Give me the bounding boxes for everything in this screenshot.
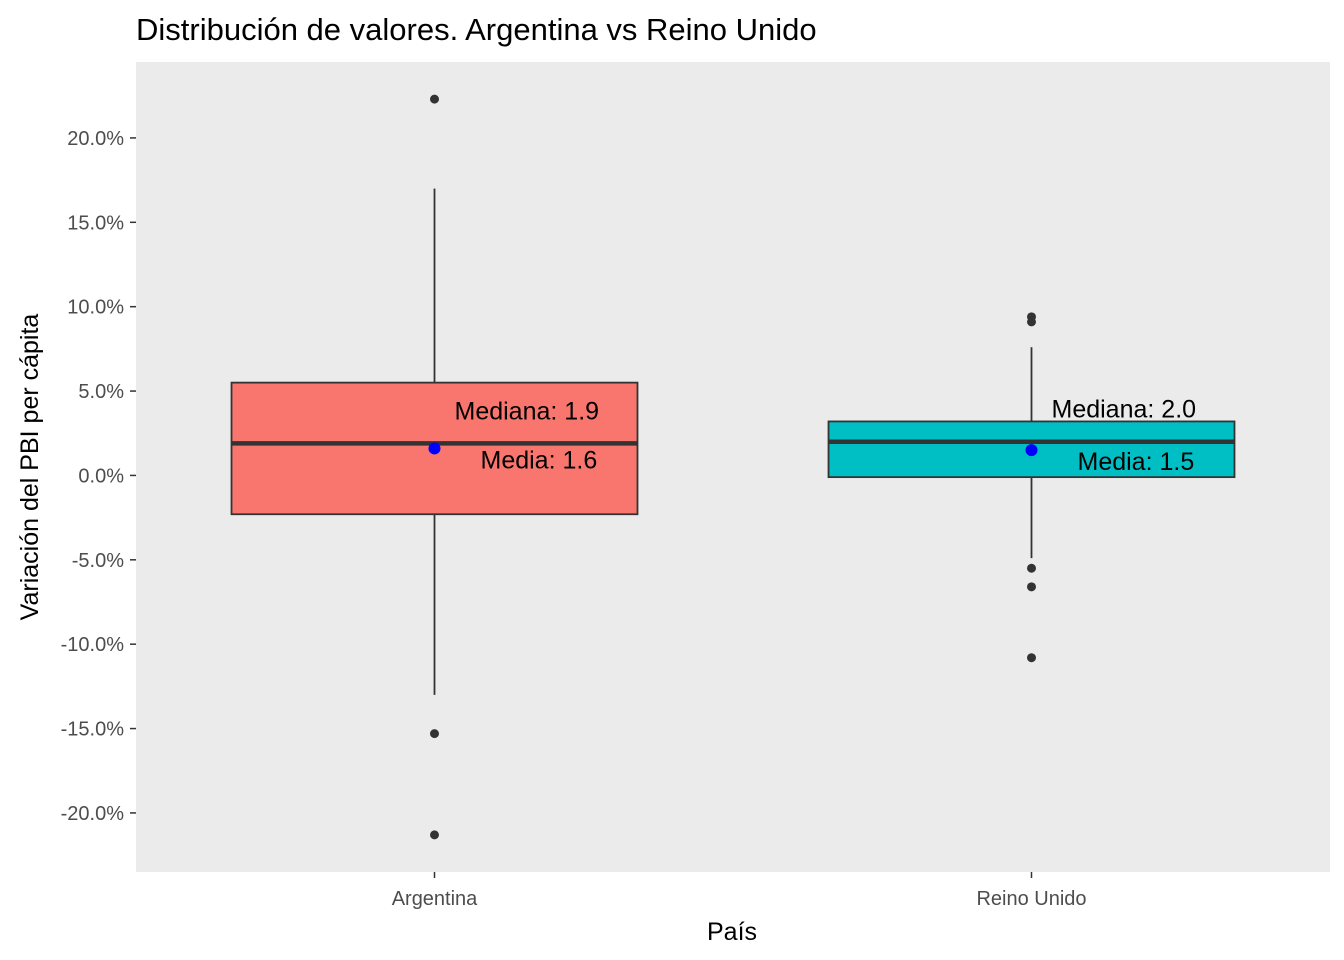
- outlier-point: [1027, 317, 1036, 327]
- box-group-reino-unido: Mediana: 2.0 Media: 1.5: [827, 312, 1236, 663]
- median-annotation: Mediana: 1.9: [455, 397, 600, 425]
- x-tick-label: Argentina: [392, 888, 478, 910]
- y-tick-label: -20.0%: [61, 803, 125, 825]
- x-axis-title: País: [707, 918, 757, 946]
- y-axis-title: Variación del PBI per cápita: [16, 314, 44, 621]
- y-tick-label: -10.0%: [61, 634, 125, 656]
- chart-marks: Mediana: 1.9 Media: 1.6 Mediana: 2.0 Media:…: [230, 94, 1236, 840]
- outlier-point: [430, 94, 439, 104]
- outlier-point: [1027, 653, 1036, 663]
- mean-point: [428, 442, 441, 455]
- y-tick-label: 20.0%: [67, 128, 124, 150]
- outlier-point: [1027, 582, 1036, 592]
- outlier-point: [430, 729, 439, 739]
- mean-annotation: Media: 1.6: [481, 446, 598, 474]
- box-group-argentina: Mediana: 1.9 Media: 1.6: [230, 94, 639, 840]
- y-tick-label: 15.0%: [67, 212, 124, 234]
- y-tick-label: 5.0%: [78, 381, 124, 403]
- mean-annotation: Media: 1.5: [1078, 448, 1195, 476]
- y-tick-label: 0.0%: [78, 465, 124, 487]
- mean-point: [1025, 444, 1038, 457]
- chart-title: Distribución de valores. Argentina vs Re…: [136, 12, 817, 47]
- outlier-point: [430, 830, 439, 840]
- y-tick-label: 10.0%: [67, 297, 124, 319]
- x-tick-label: Reino Unido: [976, 888, 1086, 910]
- outlier-point: [1027, 563, 1036, 573]
- y-tick-label: -15.0%: [61, 719, 125, 741]
- x-axis: Argentina Reino Unido: [392, 872, 1087, 910]
- median-annotation: Mediana: 2.0: [1052, 396, 1197, 424]
- y-axis: 20.0% 15.0% 10.0% 5.0% 0.0% -5.0% -10.0% -15.0%…: [61, 128, 136, 825]
- y-tick-label: -5.0%: [72, 550, 124, 572]
